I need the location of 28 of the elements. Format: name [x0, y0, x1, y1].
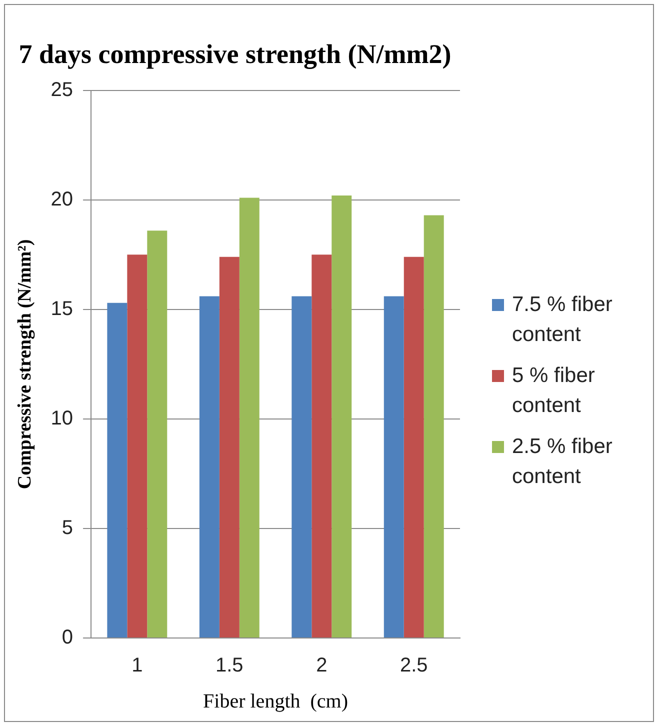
- x-tick-label: 2: [316, 654, 328, 677]
- bar: [404, 256, 424, 638]
- bar: [312, 254, 332, 638]
- chart-title: 7 days compressive strength (N/mm2): [18, 39, 452, 70]
- y-tick-label: 25: [50, 78, 74, 101]
- bar: [292, 296, 312, 638]
- bar: [127, 254, 148, 638]
- y-tick-label: 5: [62, 516, 74, 539]
- x-axis-title: Fiber length (cm): [203, 690, 348, 712]
- legend-label: 7.5 % fiber content: [512, 292, 614, 348]
- x-tick-label: 1.5: [216, 654, 244, 677]
- x-tick-label: 1: [132, 654, 143, 677]
- y-tick-label: 10: [50, 407, 74, 430]
- bar: [384, 296, 404, 638]
- bar: [219, 256, 240, 638]
- y-tick-label: 0: [62, 626, 74, 649]
- y-tick-label: 15: [50, 298, 74, 320]
- legend-label: 5 % fiber content: [512, 363, 596, 419]
- bar: [239, 198, 260, 638]
- bar: [147, 230, 168, 638]
- bar: [199, 296, 220, 638]
- y-axis-title: Compressive strength (N/mm²): [14, 239, 36, 490]
- bar: [424, 215, 444, 638]
- x-tick-label: 2.5: [400, 654, 428, 677]
- bar: [332, 196, 352, 638]
- bar: [107, 302, 128, 638]
- y-tick-label: 20: [50, 188, 74, 210]
- legend-label: 2.5 % fiber content: [512, 434, 614, 490]
